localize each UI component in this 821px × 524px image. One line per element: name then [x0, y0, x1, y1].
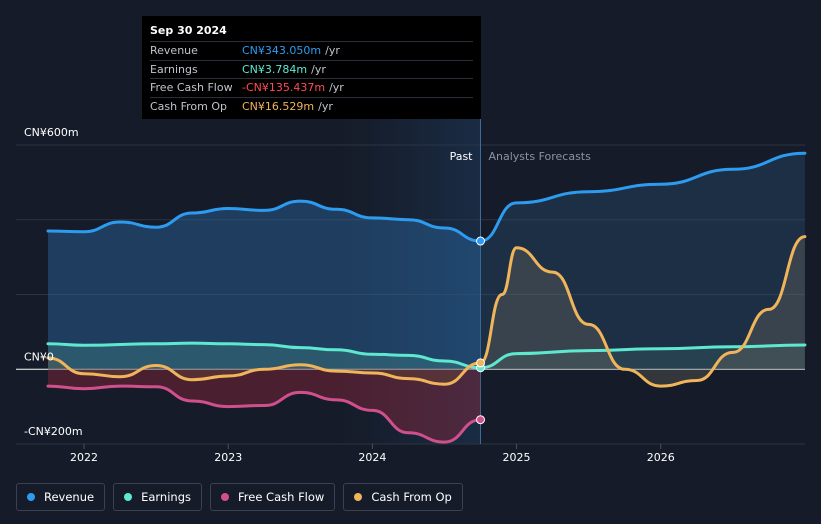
earnings-area-forecast [480, 345, 805, 370]
tooltip-label: Revenue [150, 44, 198, 58]
legend-item-earnings[interactable]: Earnings [113, 483, 202, 511]
tooltip-row-revenue: Revenue CN¥343.050m /yr [150, 41, 473, 60]
tooltip-row-earnings: Earnings CN¥3.784m /yr [150, 59, 473, 79]
cash-from-op-line-past [46, 356, 482, 386]
cash-from-op-line-forecast [479, 235, 807, 388]
tooltip-value: CN¥3.784m [242, 62, 308, 76]
x-tick-label: 2022 [70, 451, 98, 464]
revenue-area-forecast [480, 153, 805, 370]
x-tick-label: 2024 [358, 451, 386, 464]
legend: Revenue Earnings Free Cash Flow Cash Fro… [16, 483, 463, 511]
cash-from-op-area-past [48, 358, 481, 385]
legend-label: Free Cash Flow [238, 490, 325, 504]
x-tick-label: 2025 [503, 451, 531, 464]
revenue-area-past [48, 201, 481, 370]
tooltip-value: CN¥343.050m [242, 44, 322, 58]
past-highlight-region [336, 118, 481, 444]
legend-dot-icon [27, 493, 35, 501]
legend-item-cash-from-op[interactable]: Cash From Op [343, 483, 463, 511]
revenue-marker[interactable] [476, 236, 485, 246]
legend-dot-icon [221, 493, 229, 501]
legend-label: Revenue [44, 490, 95, 504]
legend-item-free-cash-flow[interactable]: Free Cash Flow [210, 483, 336, 511]
tooltip-unit: /yr [329, 81, 344, 95]
tooltip-unit: /yr [311, 62, 326, 76]
revenue-line-past [46, 199, 482, 243]
tooltip-label: Earnings [150, 62, 198, 76]
tooltip-unit: /yr [318, 99, 333, 113]
y-tick-label: CN¥600m [24, 126, 79, 139]
tooltip-row-free-cash-flow: Free Cash Flow -CN¥135.437m /yr [150, 78, 473, 97]
earnings-area-past [48, 343, 481, 370]
free-cash-flow-area-past [48, 369, 481, 443]
x-tick-label: 2023 [214, 451, 242, 464]
free-cash-flow-line-past [46, 384, 482, 444]
tooltip-label: Cash From Op [150, 99, 228, 113]
cash-from-op-area-forecast [480, 236, 805, 387]
tooltip-unit: /yr [325, 44, 340, 58]
legend-dot-icon [354, 493, 363, 501]
x-tick-label: 2026 [647, 451, 675, 464]
cash-from-op-marker[interactable] [476, 358, 485, 368]
tooltip-value: -CN¥135.437m [242, 81, 326, 95]
free-cash-flow-marker[interactable] [476, 415, 485, 425]
tooltip-row-cash-from-op: Cash From Op CN¥16.529m /yr [150, 96, 473, 116]
y-tick-label: CN¥0 [24, 350, 54, 363]
y-tick-label: -CN¥200m [24, 425, 83, 438]
past-label: Past [450, 150, 474, 163]
tooltip-label: Free Cash Flow [150, 81, 233, 95]
legend-item-revenue[interactable]: Revenue [16, 483, 106, 511]
tooltip-value: CN¥16.529m [242, 99, 315, 113]
earnings-line-past [46, 341, 482, 370]
tooltip-date: Sep 30 2024 [150, 24, 227, 37]
legend-dot-icon [124, 493, 133, 501]
tooltip: Sep 30 2024 Revenue CN¥343.050m /yr Earn… [142, 16, 481, 119]
legend-label: Earnings [141, 490, 191, 504]
forecast-label: Analysts Forecasts [489, 150, 592, 163]
legend-label: Cash From Op [371, 490, 452, 504]
revenue-line-forecast [479, 151, 807, 243]
